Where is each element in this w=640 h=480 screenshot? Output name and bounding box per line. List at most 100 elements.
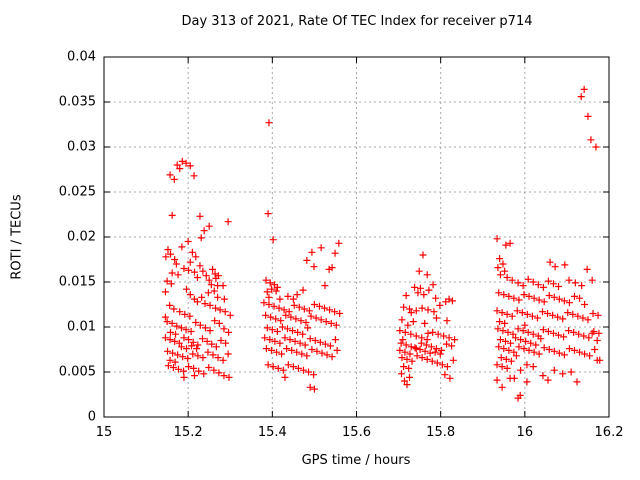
data-point [178, 243, 186, 251]
data-point [520, 291, 528, 299]
data-point [185, 336, 193, 344]
data-point [284, 292, 292, 300]
data-point [584, 316, 592, 324]
data-point [421, 347, 429, 355]
data-point [308, 346, 316, 353]
data-point [425, 286, 433, 294]
data-point [525, 292, 533, 300]
data-point [535, 296, 543, 304]
data-point [315, 302, 323, 310]
data-point [163, 277, 171, 285]
data-point [164, 362, 172, 370]
data-point [397, 339, 405, 347]
data-point [412, 345, 420, 353]
data-point [171, 358, 179, 366]
data-point [587, 136, 595, 144]
data-point [583, 265, 591, 273]
data-point [544, 310, 552, 317]
data-point [289, 295, 297, 303]
data-point [317, 244, 325, 252]
data-point [509, 330, 517, 338]
data-point [311, 337, 319, 344]
data-point [180, 265, 188, 272]
data-point [398, 354, 406, 362]
data-point [506, 239, 514, 247]
data-point [510, 348, 518, 356]
data-point [260, 299, 268, 307]
data-point [177, 343, 185, 351]
data-point [498, 363, 506, 371]
data-point [205, 222, 213, 230]
data-point [265, 119, 273, 127]
data-point [277, 317, 285, 325]
data-point [162, 253, 170, 261]
data-point [438, 361, 446, 369]
data-point [199, 267, 207, 275]
data-point [310, 301, 318, 308]
data-point [269, 363, 277, 371]
data-point [414, 289, 422, 297]
data-point [180, 367, 188, 375]
data-point [333, 346, 341, 354]
data-point [272, 287, 280, 295]
data-point [174, 365, 182, 373]
data-point [405, 364, 413, 372]
data-point [412, 332, 420, 340]
data-point [555, 349, 563, 357]
data-point [290, 301, 298, 309]
data-point [512, 352, 520, 360]
data-point [174, 351, 182, 359]
data-point [326, 342, 334, 350]
data-point [274, 364, 282, 372]
data-point [190, 372, 198, 380]
data-point [296, 339, 304, 347]
data-point [513, 307, 521, 315]
data-point [291, 337, 299, 345]
data-point [215, 319, 223, 327]
data-point [189, 350, 197, 358]
data-point [276, 295, 284, 303]
data-point [214, 272, 222, 280]
data-point [301, 341, 309, 349]
data-point [507, 357, 515, 365]
data-point [402, 341, 410, 349]
data-point [411, 344, 419, 352]
data-point [286, 336, 294, 344]
data-point [196, 321, 204, 329]
data-point [561, 261, 569, 269]
data-point [331, 308, 339, 316]
data-point [168, 319, 176, 327]
data-point [210, 287, 218, 295]
data-point [295, 303, 303, 311]
data-point [554, 313, 562, 321]
data-point [189, 338, 197, 346]
data-point [307, 312, 315, 320]
data-point [205, 364, 213, 371]
data-point [321, 282, 329, 290]
data-point [396, 327, 404, 335]
data-point [451, 336, 459, 344]
data-point [505, 292, 513, 300]
data-point [313, 347, 321, 355]
data-point [519, 327, 527, 335]
data-point [176, 165, 184, 173]
data-point [173, 161, 181, 169]
data-point [574, 312, 582, 320]
data-point [263, 288, 271, 296]
data-point [555, 283, 562, 290]
data-point [166, 336, 174, 344]
data-point [402, 292, 410, 299]
data-point [565, 276, 573, 284]
data-point [262, 276, 270, 284]
y-tick-label: 0.015 [58, 274, 96, 290]
data-point [201, 324, 209, 332]
data-point [505, 346, 513, 354]
data-point [220, 295, 228, 303]
data-point [217, 337, 225, 344]
data-point [418, 354, 426, 362]
data-point [326, 306, 334, 314]
data-point [591, 346, 599, 353]
data-point [593, 337, 601, 344]
data-point [502, 355, 510, 363]
data-point [331, 336, 339, 344]
